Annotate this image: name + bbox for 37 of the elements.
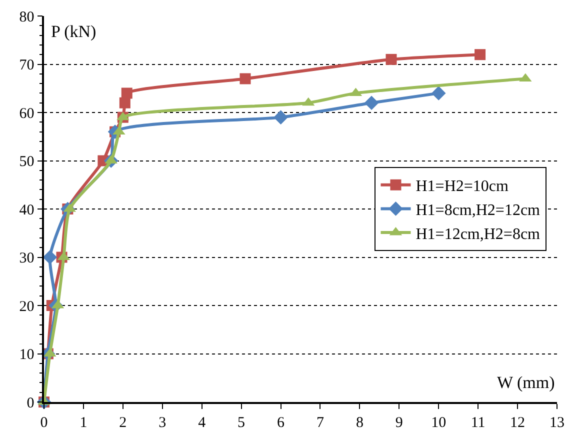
y-tick-label: 0: [26, 395, 34, 412]
y-tick-label: 60: [19, 106, 34, 122]
x-tick-label: 12: [510, 414, 526, 431]
x-tick-label: 6: [277, 414, 286, 431]
y-tick-label: 80: [19, 9, 34, 26]
x-tick-label: 11: [470, 414, 486, 431]
x-axis-title: W (mm): [497, 373, 555, 392]
y-tick-label: 30: [19, 250, 34, 266]
x-tick-label: 10: [431, 414, 446, 431]
x-tick-label: 5: [238, 414, 246, 431]
x-tick-label: 1: [80, 414, 88, 431]
x-tick-label: 4: [198, 414, 206, 431]
point: [386, 54, 397, 65]
y-tick-label: 40: [19, 202, 34, 218]
y-tick-label: 20: [19, 298, 34, 315]
y-axis-title: P (kN): [51, 22, 96, 41]
point: [431, 86, 446, 100]
point: [119, 97, 130, 108]
x-tick-label: 2: [119, 414, 127, 431]
point: [474, 49, 486, 60]
y-tick-label: 10: [19, 347, 34, 363]
y-tick-label: 50: [19, 154, 34, 170]
point: [274, 110, 288, 124]
point: [121, 88, 132, 99]
x-tick-label: 0: [40, 414, 48, 431]
x-tick-label: 7: [316, 414, 324, 431]
legend-label: H1=H2=10cm: [416, 178, 509, 196]
legend-label: H1=8cm,H2=12cm: [416, 202, 541, 219]
point: [364, 96, 379, 110]
x-tick-label: 3: [158, 414, 166, 431]
legend-label: H1=12cm,H2=8cm: [416, 226, 541, 243]
x-tick-label: 13: [550, 414, 564, 431]
x-tick-label: 8: [356, 414, 364, 431]
point: [240, 73, 251, 84]
y-tick-label: 70: [19, 58, 34, 74]
point: [42, 250, 58, 264]
x-tick-label: 9: [395, 414, 403, 431]
